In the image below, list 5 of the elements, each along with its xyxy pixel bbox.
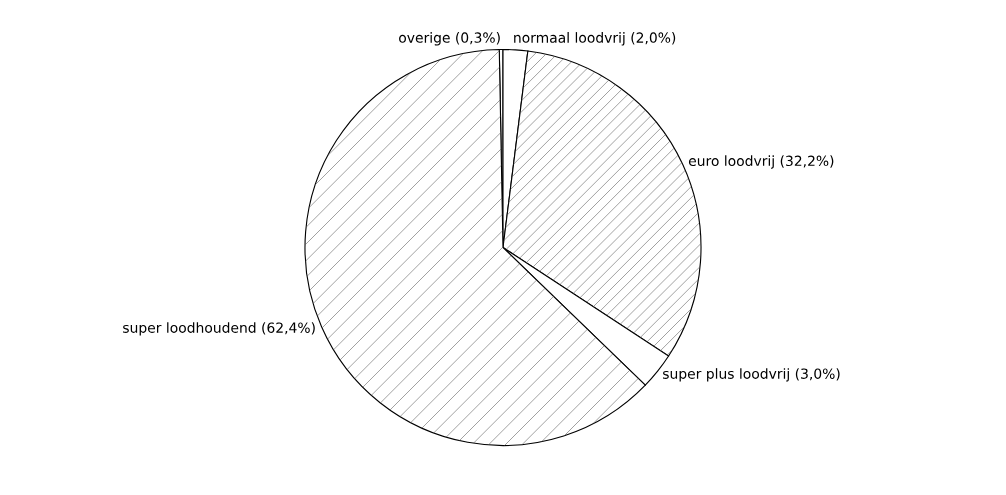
slice-label: super loodhoudend (62,4%) <box>123 322 315 336</box>
slice-label: super plus loodvrij (3,0%) <box>663 368 840 382</box>
slice-label: overige (0,3%) <box>399 32 500 46</box>
slice-label: euro loodvrij (32,2%) <box>688 155 834 169</box>
slice-label: normaal loodvrij (2,0%) <box>514 32 676 46</box>
